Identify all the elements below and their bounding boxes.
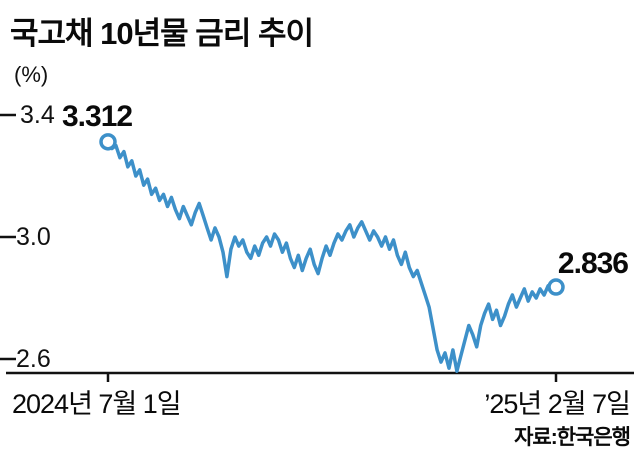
end-marker: [547, 278, 565, 296]
source-label: 자료:한국은행: [514, 426, 631, 449]
start-value-label: 3.312: [62, 100, 133, 133]
x-axis-start-label: 2024년 7월 1일: [12, 389, 182, 419]
y-axis-unit: (%): [14, 62, 49, 87]
x-axis-end-label: ’25년 2월 7일: [484, 389, 631, 419]
yield-line: [106, 140, 558, 373]
y-tick-label-2-6: 2.6: [16, 345, 51, 373]
y-tick-label-3-4: 3.4: [20, 101, 55, 129]
end-value-label: 2.836: [557, 247, 629, 280]
y-tick-label-3-0: 3.0: [16, 223, 51, 251]
start-marker: [99, 133, 117, 151]
chart-title: 국고채 10년물 금리 추이: [10, 16, 314, 51]
